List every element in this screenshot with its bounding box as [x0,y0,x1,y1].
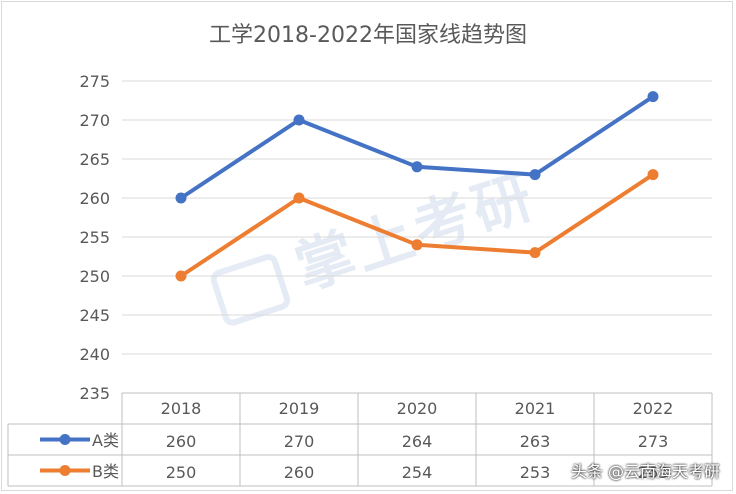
y-tick-label: 260 [79,189,110,208]
table-value: 253 [520,463,551,482]
data-point [175,192,187,204]
table-value: 264 [402,432,433,451]
table-value: 254 [402,463,433,482]
data-point [647,91,659,103]
y-tick-label: 255 [79,228,110,247]
x-tick-label: 2021 [515,399,556,418]
data-point [411,161,423,173]
table-value: 270 [284,432,315,451]
data-point [647,169,659,181]
x-tick-label: 2022 [633,399,674,418]
table-value: 260 [284,463,315,482]
data-point [529,247,541,259]
table-value: 263 [638,463,669,482]
y-tick-label: 235 [79,384,110,403]
series-line [179,94,655,200]
y-tick-label: 250 [79,267,110,286]
x-tick-label: 2018 [161,399,202,418]
x-tick-label: 2020 [397,399,438,418]
data-point [529,169,541,181]
series-line [179,172,655,278]
data-point [293,114,305,126]
data-point [411,239,423,251]
y-tick-label: 240 [79,345,110,364]
data-point [175,270,187,282]
credit-text: 头条 @云南海天考研 [570,462,720,481]
table-value: 273 [638,432,669,451]
table-value: 250 [166,463,197,482]
legend-key-marker [59,434,71,445]
y-tick-label: 265 [79,150,110,169]
chart-title: 工学2018-2022年国家线趋势图 [209,23,527,48]
data-point [293,192,305,204]
table-value: 263 [520,432,551,451]
y-tick-label: 275 [79,72,110,91]
table-value: 260 [166,432,197,451]
y-tick-label: 270 [79,111,110,130]
x-tick-label: 2019 [279,399,320,418]
y-tick-label: 245 [79,306,110,325]
legend-label: A类 [92,431,119,450]
legend-label: B类 [92,462,119,481]
legend-key-marker [59,465,71,476]
